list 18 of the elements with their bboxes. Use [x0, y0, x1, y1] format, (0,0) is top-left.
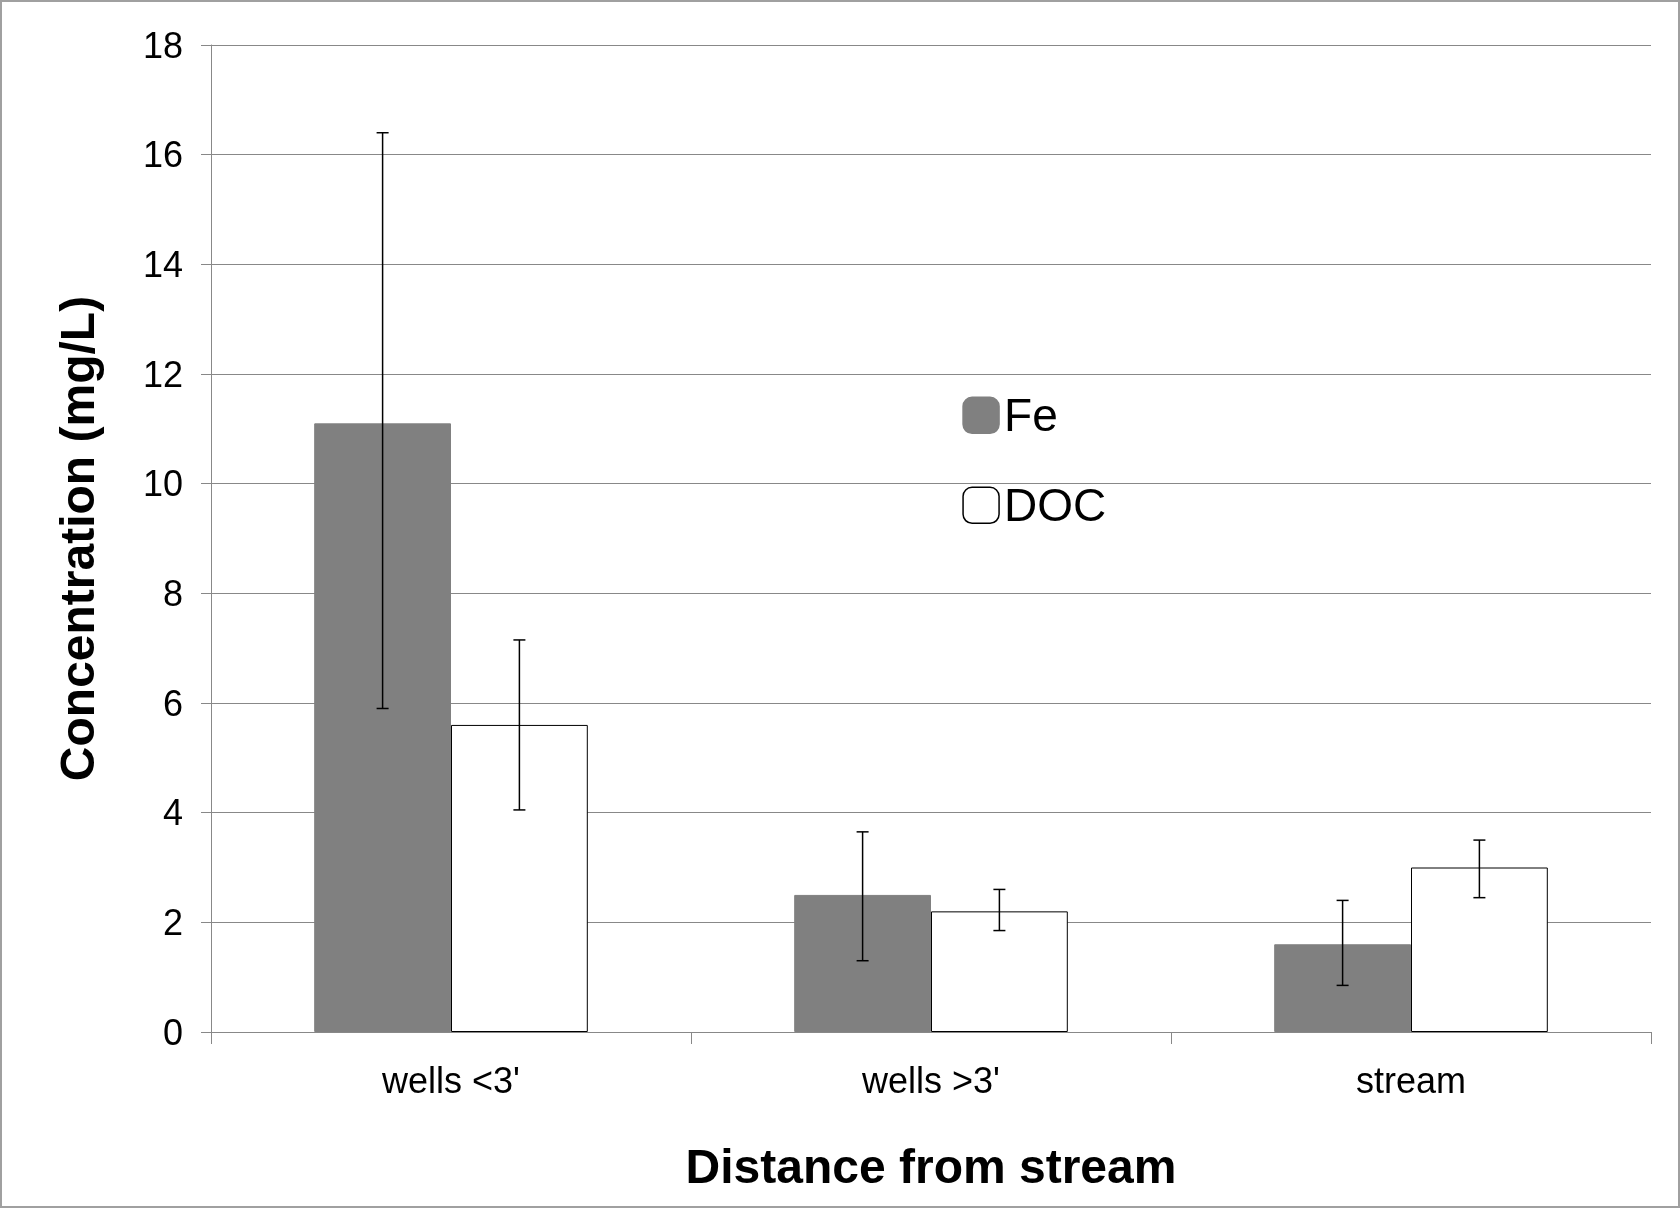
- y-tick-label: 12: [142, 353, 183, 395]
- y-tick-label: 14: [142, 243, 183, 285]
- y-tick-label: 4: [162, 792, 183, 834]
- x-axis-title: Distance from stream: [685, 1139, 1177, 1193]
- y-axis-title: Concentration (mg/L): [50, 295, 104, 782]
- y-tick-label: 6: [162, 682, 183, 724]
- y-tick-label: 18: [142, 24, 183, 66]
- x-tick-label: wells >3': [861, 1059, 1000, 1101]
- y-tick-label: 10: [142, 463, 183, 505]
- y-tick-label: 16: [142, 134, 183, 176]
- y-tick-label: 2: [162, 901, 183, 943]
- x-tick-label: wells <3': [381, 1059, 520, 1101]
- y-tick-label: 0: [162, 1011, 183, 1053]
- legend-label: Fe: [1004, 389, 1058, 442]
- y-tick-label: 8: [162, 572, 183, 614]
- legend-label: DOC: [1004, 479, 1107, 532]
- x-tick-label: stream: [1355, 1059, 1467, 1101]
- bar: [1274, 944, 1411, 1032]
